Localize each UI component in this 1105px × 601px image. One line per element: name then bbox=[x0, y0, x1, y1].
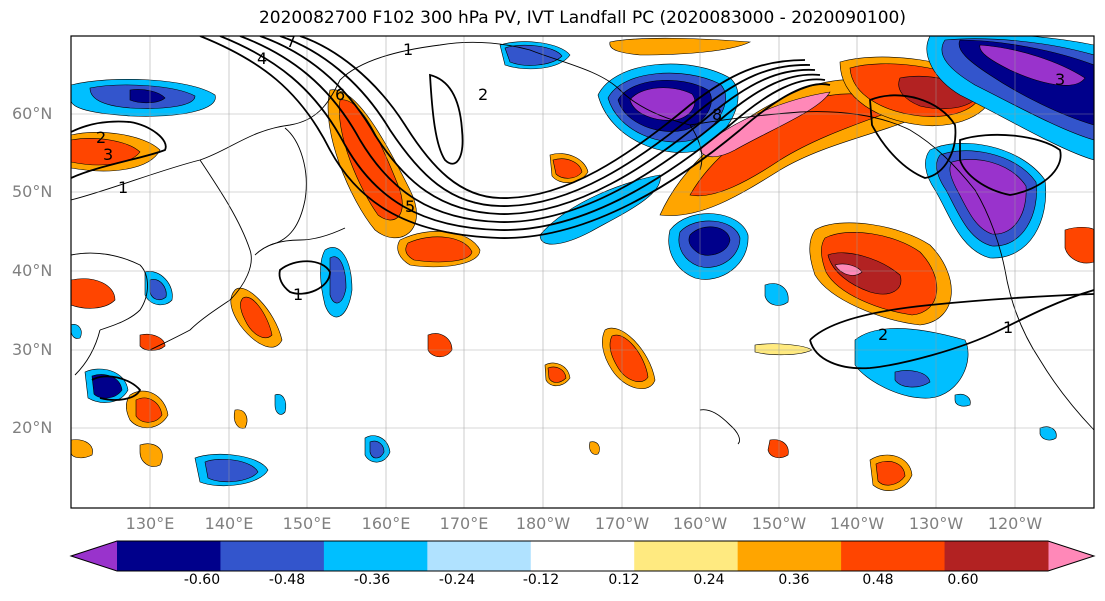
lon-label-150e: 150°E bbox=[282, 514, 332, 533]
colorbar-left-extension bbox=[71, 541, 117, 571]
colorbar-segment bbox=[117, 541, 221, 571]
colorbar-segment bbox=[427, 541, 532, 571]
contour-label-5: 5 bbox=[405, 197, 415, 216]
contour-label-2: 2 bbox=[478, 85, 488, 104]
lon-label-140e: 140°E bbox=[204, 514, 254, 533]
colorbar-tick-label: 0.60 bbox=[947, 572, 979, 588]
contour-label-1c: 1 bbox=[1003, 318, 1013, 337]
colorbar-tick-label: 0.24 bbox=[693, 572, 725, 588]
contour-label-6: 6 bbox=[335, 85, 345, 104]
contour-label-3b: 3 bbox=[1055, 70, 1065, 89]
colorbar-tick-label: -0.36 bbox=[353, 572, 391, 588]
contour-label-3: 3 bbox=[103, 145, 113, 164]
pv-anomaly-shading bbox=[71, 36, 1094, 492]
contour-label-1d: 1 bbox=[118, 178, 128, 197]
colorbar-tick-label: -0.12 bbox=[522, 572, 560, 588]
colorbar-tick-label: -0.48 bbox=[268, 572, 306, 588]
colorbar-outline bbox=[69, 540, 1096, 572]
map-frame bbox=[70, 35, 1095, 509]
lat-label-40n: 40°N bbox=[12, 261, 53, 280]
lon-label-170e: 170°E bbox=[439, 514, 489, 533]
lon-label-130w: 130°W bbox=[908, 514, 964, 533]
colorbar-tick-label: 0.12 bbox=[608, 572, 640, 588]
contour-label-4: 4 bbox=[257, 49, 267, 68]
colorbar-tick-label: -0.60 bbox=[183, 572, 221, 588]
lat-label-60n: 60°N bbox=[12, 104, 53, 123]
colorbar-tick-label: -0.24 bbox=[438, 572, 476, 588]
contour-label-2c: 2 bbox=[96, 128, 106, 147]
lon-label-150w: 150°W bbox=[751, 514, 807, 533]
lon-label-170w: 170°W bbox=[594, 514, 650, 533]
contour-label-1: 1 bbox=[403, 40, 413, 59]
colorbar-segment bbox=[323, 541, 428, 571]
colorbar-segment bbox=[841, 541, 946, 571]
map-title: 2020082700 F102 300 hPa PV, IVT Landfall… bbox=[258, 8, 906, 28]
colorbar bbox=[69, 540, 1096, 572]
contour-label-2b: 2 bbox=[878, 325, 888, 344]
colorbar-segment bbox=[737, 541, 842, 571]
ivt-contours bbox=[71, 36, 1094, 401]
lat-label-50n: 50°N bbox=[12, 182, 53, 201]
colorbar-segment bbox=[634, 541, 739, 571]
colorbar-segment bbox=[530, 541, 635, 571]
colorbar-right-extension bbox=[1048, 541, 1094, 571]
lat-lon-gridlines bbox=[71, 36, 1094, 508]
lon-label-160e: 160°E bbox=[361, 514, 411, 533]
contour-labels: 1 2 3 4 5 6 7 8 1 2 1 2 1 3 bbox=[96, 32, 1065, 344]
colorbar-segment bbox=[944, 541, 1049, 571]
colorbar-segment bbox=[220, 541, 325, 571]
lat-label-20n: 20°N bbox=[12, 418, 53, 437]
lon-label-130e: 130°E bbox=[125, 514, 175, 533]
lon-label-180w: 180°W bbox=[515, 514, 571, 533]
colorbar-tick-label: 0.36 bbox=[778, 572, 810, 588]
lon-label-140w: 140°W bbox=[829, 514, 885, 533]
lon-label-160w: 160°W bbox=[672, 514, 728, 533]
coastlines bbox=[71, 41, 1094, 445]
contour-label-8: 8 bbox=[712, 105, 722, 124]
colorbar-tick-label: 0.48 bbox=[862, 572, 894, 588]
contour-label-1b: 1 bbox=[293, 285, 303, 304]
lat-label-30n: 30°N bbox=[12, 340, 53, 359]
lon-label-120w: 120°W bbox=[987, 514, 1043, 533]
contour-label-7: 7 bbox=[286, 32, 296, 51]
